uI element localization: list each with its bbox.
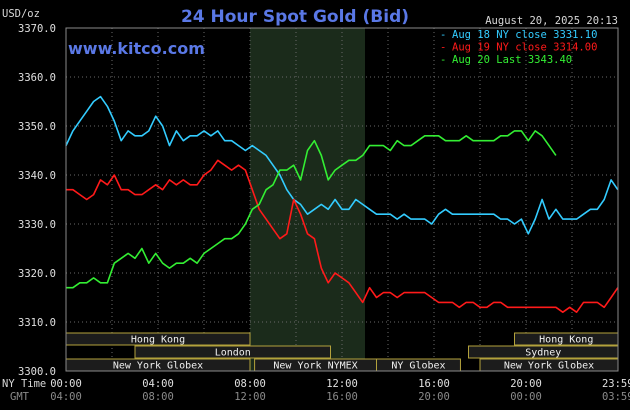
x-tick-label-gmt: 16:00 [326,391,358,403]
session-label: Hong Kong [131,335,185,346]
y-tick-label: 3310.0 [18,317,56,329]
x-tick-label-ny: 16:00 [418,378,450,390]
y-tick-label: 3340.0 [18,170,56,182]
session-box [134,345,331,359]
y-tick-label: 3360.0 [18,72,56,84]
chart-datetime: August 20, 2025 20:13 [485,15,618,27]
x-tick-label-ny: 08:00 [234,378,266,390]
series-line-aug20 [66,130,557,289]
y-tick-label: 3330.0 [18,219,56,231]
x-tick-label-gmt: 12:00 [234,391,266,403]
session-label: New York NYMEX [273,361,357,372]
series-line-aug19 [66,159,619,314]
legend-entry-aug18: Aug 18 NY close 3331.10 [452,29,597,41]
x-tick-label-ny: 12:00 [326,378,358,390]
x-tick-label-ny: 00:00 [50,378,82,390]
legend-entry-aug20: Aug 20 Last 3343.40 [452,54,572,66]
legend-entry-aug19: Aug 19 NY close 3314.00 [452,42,597,54]
chart-title: 24 Hour Spot Gold (Bid) [181,7,409,27]
x-tick-label-gmt: 04:00 [50,391,82,403]
x-tick-label-gmt: 00:00 [510,391,542,403]
y-tick-label: 3350.0 [18,121,56,133]
x-tick-label-gmt: 03:59 [602,391,630,403]
legend-marker: - [440,29,446,41]
session-label: London [215,348,251,359]
y-tick-label: 3300.0 [18,366,56,378]
x-tick-label-ny: 20:00 [510,378,542,390]
website-label[interactable]: www.kitco.com [68,39,205,58]
x-tick-label-gmt: 20:00 [418,391,450,403]
currency-unit-label: USD/oz [2,8,40,20]
gmt-label: GMT [10,391,30,403]
y-axis-ticks: 3300.0 3310.0 3320.0 3330.0 3340.0 3350.0 3360… [18,23,56,378]
market-sessions: Hong Kong Hong Kong London Sydney New York G… [65,332,619,372]
x-tick-label-ny: 23:59 [602,378,630,390]
x-tick-label-ny: 04:00 [142,378,174,390]
session-label: NY Globex [391,361,445,372]
y-tick-label: 3370.0 [18,23,56,35]
x-tick-label-gmt: 08:00 [142,391,174,403]
plot-frame [65,27,619,372]
chart-legend: - Aug 18 NY close 3331.10- Aug 19 NY close… [440,29,597,66]
price-series [65,95,619,314]
session-label: Sydney [525,348,561,359]
x-axis-ticks: 00:0004:0008:0012:0016:0020:0023:5904:00… [50,378,630,403]
session-label: New York Globex [113,361,203,372]
highlight-band [250,28,365,371]
series-line-aug18 [65,95,619,235]
legend-marker: - [440,42,446,54]
legend-marker: - [440,54,446,66]
session-label: Hong Kong [539,335,593,346]
ny-time-label: NY Time [2,378,46,390]
y-tick-label: 3320.0 [18,268,56,280]
session-label: New York Globex [504,361,594,372]
